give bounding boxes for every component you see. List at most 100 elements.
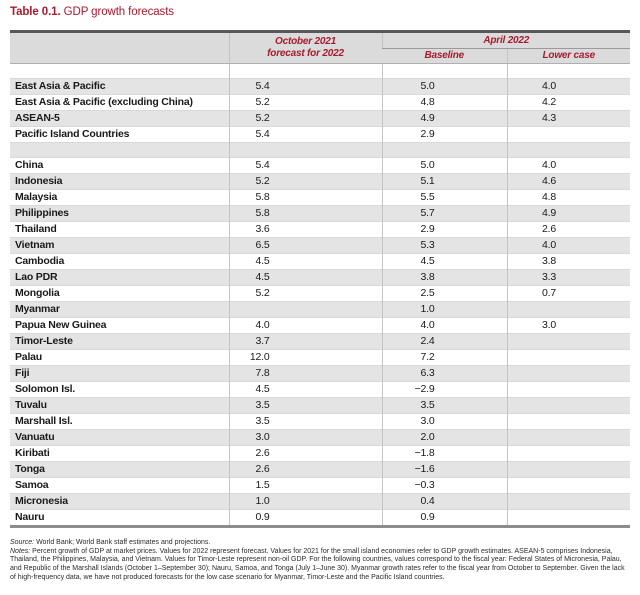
source-text: World Bank; World Bank staff estimates a…	[34, 539, 211, 546]
country-label-cell: East Asia & Pacific (excluding China)	[10, 94, 229, 111]
baseline-value-cell: 5.0	[381, 157, 507, 174]
baseline-value-cell: −0.3	[381, 477, 507, 494]
table-row: Philippines 5.8 5.7 4.9	[10, 205, 630, 222]
baseline-value-cell: 7.2	[381, 349, 507, 366]
lower-case-value-cell	[506, 126, 630, 143]
baseline-value-cell: −2.9	[381, 381, 507, 398]
table-row: Papua New Guinea 4.0 4.0 3.0	[10, 317, 630, 334]
country-label-cell: Papua New Guinea	[10, 317, 229, 334]
lower-case-value-cell: 3.3	[506, 269, 630, 286]
baseline-value-cell: −1.6	[381, 461, 507, 478]
table-row: Indonesia 5.2 5.1 4.6	[10, 173, 630, 190]
baseline-value-cell: 4.0	[381, 317, 507, 334]
country-label-cell: Tuvalu	[10, 397, 229, 414]
lower-case-value-cell: 4.2	[506, 94, 630, 111]
table-row: Myanmar 1.0	[10, 301, 630, 318]
source-label: Source:	[10, 539, 35, 546]
table-row: Vietnam 6.5 5.3 4.0	[10, 237, 630, 254]
column-header-lower-case: Lower case	[506, 48, 630, 64]
lower-case-value-cell: 3.8	[506, 253, 630, 270]
lower-case-value-cell	[506, 429, 630, 446]
lower-case-value-cell	[506, 461, 630, 478]
table-header: October 2021 forecast for 2022 April 202…	[10, 31, 630, 64]
lower-case-value-cell	[506, 509, 630, 527]
lower-case-value-cell: 4.9	[506, 205, 630, 222]
country-label-cell: Tonga	[10, 461, 229, 478]
oct-2021-value-cell: 5.8	[228, 189, 382, 206]
baseline-value-cell: 3.5	[381, 397, 507, 414]
oct-2021-value-cell: 1.5	[228, 477, 382, 494]
baseline-value-cell	[381, 63, 507, 79]
country-label-cell: Samoa	[10, 477, 229, 494]
table-row: Tuvalu 3.5 3.5	[10, 397, 630, 414]
spacer-row	[10, 63, 630, 79]
header-row-groups: October 2021 forecast for 2022 April 202…	[10, 31, 630, 64]
country-label-cell: Indonesia	[10, 173, 229, 190]
table-title-text: GDP growth forecasts	[60, 6, 174, 18]
country-label-cell: Fiji	[10, 365, 229, 382]
lower-case-value-cell: 4.6	[506, 173, 630, 190]
oct-2021-value-cell: 4.5	[228, 269, 382, 286]
baseline-value-cell: 5.3	[381, 237, 507, 254]
baseline-value-cell: 3.0	[381, 413, 507, 430]
table-row: Micronesia 1.0 0.4	[10, 493, 630, 510]
footnotes: Source: World Bank; World Bank staff est…	[10, 539, 632, 582]
country-label-cell: Myanmar	[10, 301, 229, 318]
baseline-value-cell: 5.1	[381, 173, 507, 190]
notes-text: Percent growth of GDP at market prices. …	[10, 547, 625, 581]
oct-2021-value-cell	[228, 301, 382, 318]
oct-2021-value-cell: 3.0	[228, 429, 382, 446]
oct-2021-value-cell: 3.5	[228, 397, 382, 414]
country-label-cell: Timor-Leste	[10, 333, 229, 350]
oct-2021-value-cell	[228, 142, 382, 158]
oct-2021-value-cell: 12.0	[228, 349, 382, 366]
oct-2021-value-cell: 5.4	[228, 157, 382, 174]
country-label-cell: Lao PDR	[10, 269, 229, 286]
oct-2021-value-cell: 4.5	[228, 381, 382, 398]
country-label-cell: Vanuatu	[10, 429, 229, 446]
country-label-cell: China	[10, 157, 229, 174]
oct-2021-value-cell: 0.9	[228, 509, 382, 527]
table-row: Marshall Isl. 3.5 3.0	[10, 413, 630, 430]
oct-header-line1: October 2021	[275, 36, 336, 47]
source-note: Source: World Bank; World Bank staff est…	[10, 539, 632, 548]
column-header-oct-2021: October 2021 forecast for 2022	[228, 31, 382, 64]
oct-2021-value-cell: 5.2	[228, 173, 382, 190]
lower-case-value-cell	[506, 333, 630, 350]
country-label-cell: Thailand	[10, 221, 229, 238]
lower-case-value-cell: 4.0	[506, 237, 630, 254]
table-row: Pacific Island Countries 5.4 2.9	[10, 126, 630, 143]
country-label-cell: Philippines	[10, 205, 229, 222]
notes-label: Notes:	[10, 547, 31, 555]
baseline-value-cell: 3.8	[381, 269, 507, 286]
oct-2021-value-cell	[228, 63, 382, 79]
table-row: China 5.4 5.0 4.0	[10, 157, 630, 174]
lower-case-value-cell: 3.0	[506, 317, 630, 334]
baseline-value-cell: 0.9	[381, 509, 507, 527]
oct-2021-value-cell: 3.7	[228, 333, 382, 350]
lower-case-value-cell	[506, 365, 630, 382]
table-body: East Asia & Pacific 5.4 5.0 4.0 East Asia & …	[10, 63, 630, 527]
table-row: Kiribati 2.6 −1.8	[10, 445, 630, 462]
lower-case-value-cell	[506, 142, 630, 158]
lower-case-value-cell	[506, 493, 630, 510]
country-label-cell: Malaysia	[10, 189, 229, 206]
baseline-value-cell	[381, 142, 507, 158]
lower-case-value-cell	[506, 413, 630, 430]
lower-case-value-cell: 0.7	[506, 285, 630, 302]
oct-2021-value-cell: 4.0	[228, 317, 382, 334]
baseline-value-cell: 5.0	[381, 78, 507, 95]
baseline-value-cell: 4.9	[381, 110, 507, 127]
baseline-value-cell: 2.9	[381, 221, 507, 238]
country-label-cell: Solomon Isl.	[10, 381, 229, 398]
oct-header-line2: forecast for 2022	[267, 48, 344, 59]
country-label-cell	[10, 142, 229, 158]
oct-2021-value-cell: 3.6	[228, 221, 382, 238]
country-label-cell: Pacific Island Countries	[10, 126, 229, 143]
country-label-cell: East Asia & Pacific	[10, 78, 229, 95]
country-label-cell	[10, 63, 229, 79]
baseline-value-cell: 2.0	[381, 429, 507, 446]
table-number: Table 0.1.	[10, 6, 61, 18]
table-row: Mongolia 5.2 2.5 0.7	[10, 285, 630, 302]
table-row: Samoa 1.5 −0.3	[10, 477, 630, 494]
